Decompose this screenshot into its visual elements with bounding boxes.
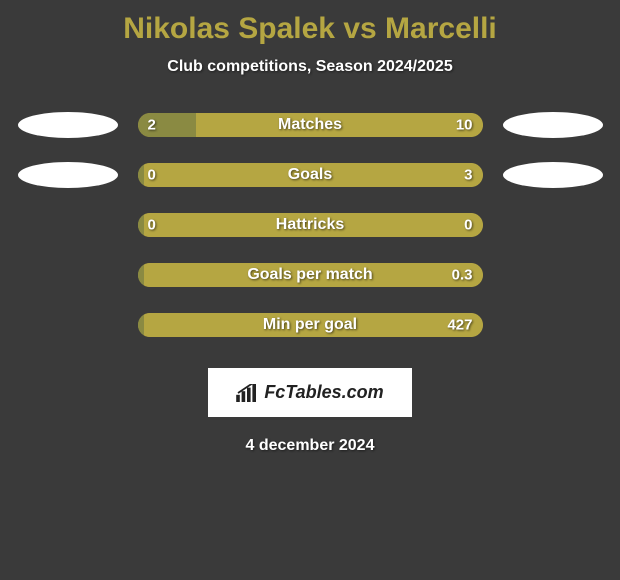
bar-segment-left <box>138 313 145 337</box>
player-badge-left <box>18 112 118 138</box>
stat-value-right: 0.3 <box>452 267 473 284</box>
stat-row: 0 3 Goals <box>0 162 620 188</box>
page-subtitle: Club competitions, Season 2024/2025 <box>167 58 452 76</box>
stat-value-left: 0 <box>148 167 156 184</box>
bar-segment-left <box>138 163 145 187</box>
date: 4 december 2024 <box>246 437 375 455</box>
bar-segment-left <box>138 263 145 287</box>
bar-segment-left <box>138 113 197 137</box>
stat-label: Min per goal <box>263 316 357 334</box>
stat-bar: 0 0 Hattricks <box>138 213 483 237</box>
stat-label: Hattricks <box>276 216 344 234</box>
stat-value-right: 0 <box>464 217 472 234</box>
stat-row: 427 Min per goal <box>0 312 620 338</box>
stat-value-right: 10 <box>456 117 473 134</box>
bar-segment-left <box>138 213 145 237</box>
comparison-widget: Nikolas Spalek vs Marcelli Club competit… <box>0 0 620 580</box>
watermark-text: FcTables.com <box>264 382 383 403</box>
stat-row: 0 0 Hattricks <box>0 212 620 238</box>
stat-bar: 427 Min per goal <box>138 313 483 337</box>
stat-value-right: 3 <box>464 167 472 184</box>
stat-value-left: 0 <box>148 217 156 234</box>
stat-value-right: 427 <box>447 317 472 334</box>
stat-bar: 2 10 Matches <box>138 113 483 137</box>
stat-bar: 0.3 Goals per match <box>138 263 483 287</box>
stat-bar: 0 3 Goals <box>138 163 483 187</box>
player-badge-left <box>18 162 118 188</box>
stat-label: Goals <box>288 166 332 184</box>
stats-rows: 2 10 Matches 0 3 Goals 0 0 Hattricks 0.3 Goals per… <box>0 112 620 338</box>
stat-row: 2 10 Matches <box>0 112 620 138</box>
player-badge-right <box>503 112 603 138</box>
page-title: Nikolas Spalek vs Marcelli <box>123 12 497 46</box>
player-badge-right <box>503 162 603 188</box>
stat-label: Goals per match <box>247 266 372 284</box>
chart-icon <box>236 384 258 402</box>
stat-label: Matches <box>278 116 342 134</box>
watermark: FcTables.com <box>208 368 411 417</box>
stat-value-left: 2 <box>148 117 156 134</box>
stat-row: 0.3 Goals per match <box>0 262 620 288</box>
